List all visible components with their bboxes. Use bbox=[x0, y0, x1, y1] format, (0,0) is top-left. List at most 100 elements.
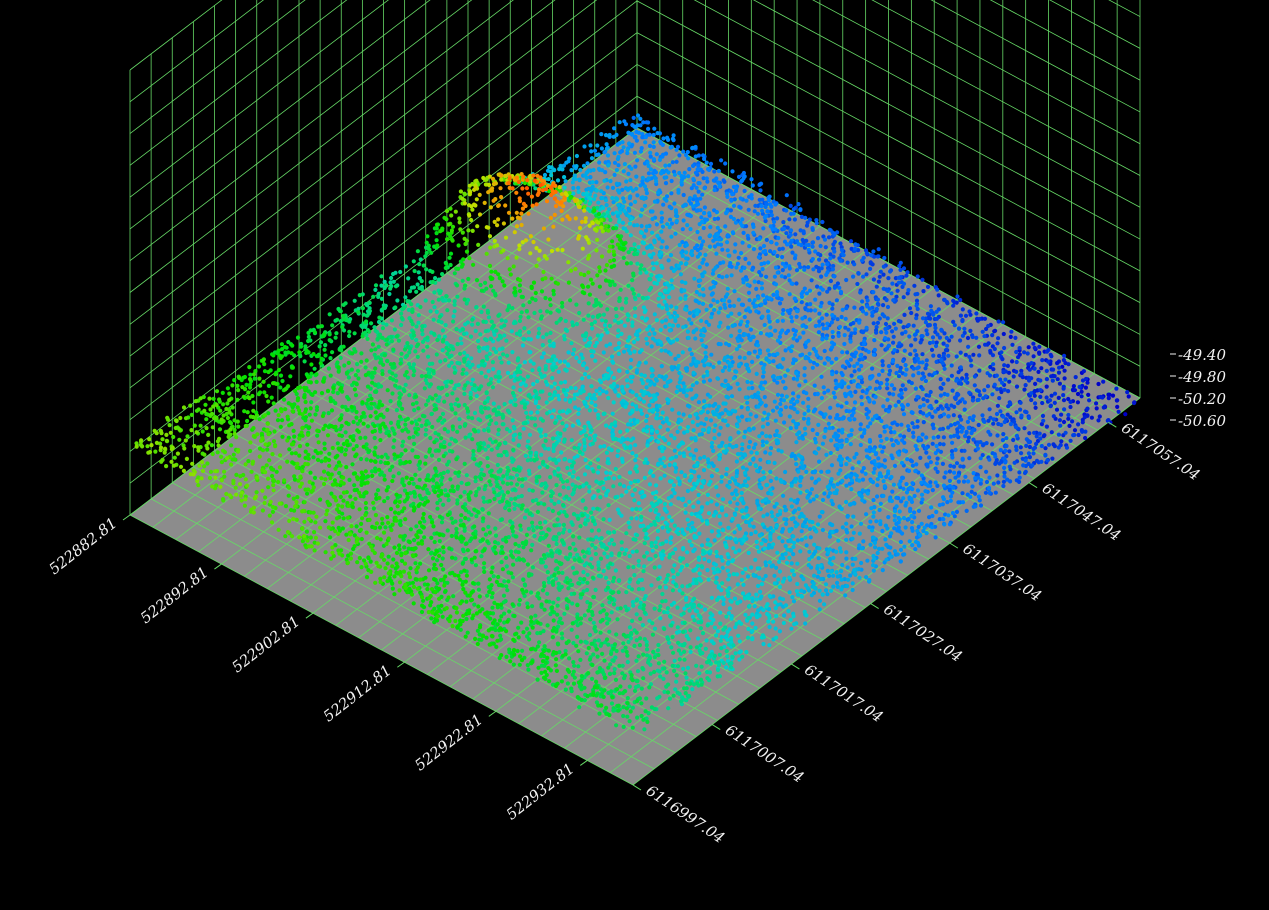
data-point bbox=[535, 410, 540, 415]
data-point bbox=[597, 160, 602, 165]
data-point bbox=[610, 239, 615, 244]
data-point bbox=[444, 261, 449, 266]
data-point bbox=[686, 335, 691, 340]
data-point bbox=[466, 276, 471, 282]
data-point bbox=[945, 392, 950, 397]
data-point bbox=[901, 404, 906, 409]
data-point bbox=[831, 263, 836, 269]
data-point bbox=[726, 386, 731, 391]
data-point bbox=[723, 401, 728, 406]
data-point bbox=[880, 359, 885, 364]
data-point bbox=[764, 433, 769, 439]
data-point bbox=[636, 130, 641, 135]
data-point bbox=[891, 443, 896, 448]
wall-grid-line bbox=[636, 32, 1141, 303]
data-point bbox=[872, 347, 878, 352]
data-point bbox=[763, 218, 768, 224]
data-point bbox=[992, 329, 997, 334]
data-point bbox=[704, 416, 709, 422]
data-point bbox=[355, 368, 361, 373]
data-point bbox=[511, 385, 516, 390]
data-point bbox=[481, 175, 486, 181]
data-point bbox=[347, 329, 352, 334]
data-point bbox=[771, 408, 776, 413]
data-point bbox=[621, 169, 626, 174]
data-point bbox=[859, 363, 864, 369]
data-point bbox=[789, 244, 794, 249]
data-point bbox=[586, 301, 591, 306]
data-point bbox=[420, 324, 425, 329]
data-point bbox=[349, 367, 354, 372]
data-point bbox=[570, 323, 576, 328]
data-point bbox=[700, 169, 705, 174]
data-point bbox=[603, 268, 608, 273]
data-point bbox=[577, 204, 582, 210]
data-point bbox=[1046, 442, 1052, 447]
data-point bbox=[584, 366, 589, 371]
data-point bbox=[788, 232, 793, 237]
data-point bbox=[753, 203, 758, 208]
data-point bbox=[668, 217, 673, 222]
data-point bbox=[938, 427, 943, 432]
data-point bbox=[656, 277, 661, 282]
data-point bbox=[1051, 367, 1056, 372]
data-point bbox=[538, 175, 543, 180]
data-point bbox=[514, 175, 520, 180]
data-point bbox=[714, 210, 720, 215]
data-point bbox=[595, 205, 600, 210]
data-point bbox=[576, 407, 581, 412]
data-point bbox=[434, 231, 439, 236]
data-point bbox=[877, 316, 882, 321]
data-point bbox=[614, 168, 620, 173]
data-point bbox=[628, 233, 633, 238]
data-point bbox=[828, 415, 833, 420]
data-point bbox=[976, 344, 982, 349]
data-point bbox=[582, 399, 587, 404]
data-point bbox=[813, 297, 818, 302]
data-point bbox=[881, 286, 886, 291]
data-point bbox=[815, 236, 821, 241]
data-point bbox=[813, 349, 819, 354]
data-point bbox=[834, 298, 840, 303]
data-point bbox=[840, 416, 845, 421]
data-point bbox=[769, 204, 774, 209]
data-point bbox=[867, 437, 873, 443]
data-point bbox=[1054, 407, 1060, 412]
data-point bbox=[746, 236, 751, 241]
data-point bbox=[1080, 420, 1085, 425]
data-point bbox=[438, 359, 443, 364]
data-point bbox=[733, 220, 739, 225]
data-point bbox=[394, 334, 399, 339]
data-point bbox=[336, 369, 341, 374]
data-point bbox=[563, 179, 568, 184]
data-point bbox=[767, 333, 772, 338]
data-point bbox=[534, 246, 539, 251]
data-point bbox=[800, 323, 805, 328]
data-point bbox=[812, 383, 817, 388]
data-point bbox=[767, 352, 772, 357]
data-point bbox=[915, 306, 920, 312]
data-point bbox=[658, 274, 664, 279]
data-point bbox=[236, 388, 241, 393]
data-point bbox=[1045, 458, 1050, 463]
data-point bbox=[414, 400, 419, 405]
data-point bbox=[737, 387, 742, 392]
data-point bbox=[286, 384, 291, 389]
data-point bbox=[777, 433, 782, 439]
data-point bbox=[262, 362, 267, 367]
data-point bbox=[622, 323, 628, 328]
data-point bbox=[633, 199, 638, 204]
data-point bbox=[704, 176, 709, 181]
data-point bbox=[379, 296, 384, 301]
data-point bbox=[760, 197, 765, 202]
data-point bbox=[572, 173, 577, 178]
data-point bbox=[701, 257, 706, 262]
data-point bbox=[587, 292, 593, 297]
data-point bbox=[801, 400, 806, 405]
data-point bbox=[611, 400, 616, 405]
data-point bbox=[616, 234, 621, 239]
data-point bbox=[496, 217, 501, 222]
data-point bbox=[820, 322, 825, 327]
data-point bbox=[473, 328, 478, 334]
data-point bbox=[450, 224, 456, 229]
